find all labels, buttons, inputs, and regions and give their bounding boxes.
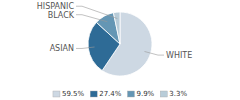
legend-label: 9.9%: [136, 90, 154, 98]
pie: WHITE ASIAN BLACKHISPANIC: [37, 2, 192, 76]
legend-swatch: [127, 91, 134, 97]
pie-slice: [113, 12, 120, 44]
leader-line: [76, 15, 107, 22]
category-label: WHITE: [166, 51, 192, 60]
chart: WHITE ASIAN BLACKHISPANIC 59.5% 27.4% 9.9% 3.3…: [0, 0, 240, 100]
legend-item: 59.5%: [53, 90, 85, 98]
legend-item: 9.9%: [127, 90, 154, 98]
leader-line: [144, 51, 164, 55]
leader-line: [76, 47, 95, 48]
pie-slice: [96, 13, 120, 44]
legend-label: 3.3%: [169, 90, 187, 98]
legend-swatch: [53, 91, 60, 97]
legend-swatch: [160, 91, 167, 97]
legend-item: 3.3%: [160, 90, 187, 98]
category-label: ASIAN: [50, 44, 74, 53]
category-label: BLACK: [48, 11, 75, 20]
category-labels: WHITE ASIAN BLACKHISPANIC: [37, 2, 192, 60]
category-label: HISPANIC: [37, 2, 75, 11]
legend: 59.5% 27.4% 9.9% 3.3%: [53, 90, 187, 98]
leader-line: [76, 6, 117, 18]
legend-swatch: [90, 91, 97, 97]
legend-item: 27.4%: [90, 90, 122, 98]
legend-label: 59.5%: [62, 90, 85, 98]
legend-label: 27.4%: [99, 90, 122, 98]
